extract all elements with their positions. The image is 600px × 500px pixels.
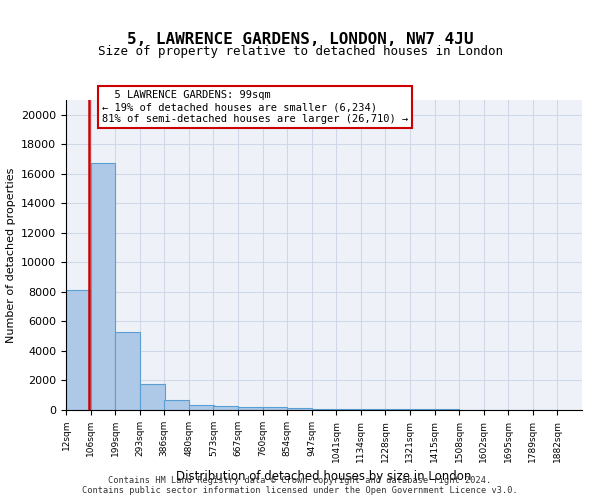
- Y-axis label: Number of detached properties: Number of detached properties: [5, 168, 16, 342]
- Bar: [287, 408, 312, 410]
- Bar: [91, 164, 115, 410]
- Bar: [385, 409, 410, 410]
- X-axis label: Distribution of detached houses by size in London: Distribution of detached houses by size …: [176, 470, 472, 483]
- Bar: [263, 408, 287, 410]
- Bar: [140, 384, 164, 410]
- Bar: [214, 406, 238, 410]
- Text: 5 LAWRENCE GARDENS: 99sqm
← 19% of detached houses are smaller (6,234)
81% of se: 5 LAWRENCE GARDENS: 99sqm ← 19% of detac…: [102, 90, 408, 124]
- Text: Contains HM Land Registry data © Crown copyright and database right 2024.
Contai: Contains HM Land Registry data © Crown c…: [82, 476, 518, 495]
- Text: Size of property relative to detached houses in London: Size of property relative to detached ho…: [97, 45, 503, 58]
- Text: 5, LAWRENCE GARDENS, LONDON, NW7 4JU: 5, LAWRENCE GARDENS, LONDON, NW7 4JU: [127, 32, 473, 48]
- Bar: [238, 407, 263, 410]
- Bar: [189, 404, 214, 410]
- Bar: [66, 290, 91, 410]
- Bar: [337, 409, 361, 410]
- Bar: [361, 409, 385, 410]
- Bar: [115, 332, 140, 410]
- Bar: [311, 408, 337, 410]
- Bar: [164, 400, 189, 410]
